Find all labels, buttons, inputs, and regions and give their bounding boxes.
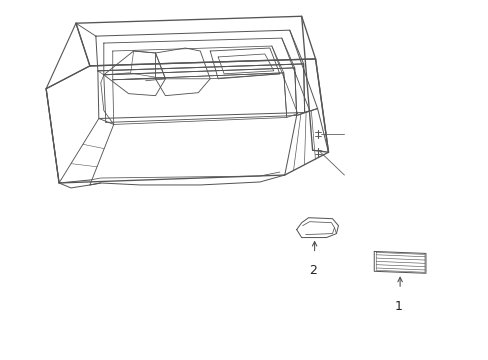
- Text: 1: 1: [393, 300, 401, 313]
- Text: 2: 2: [308, 264, 316, 277]
